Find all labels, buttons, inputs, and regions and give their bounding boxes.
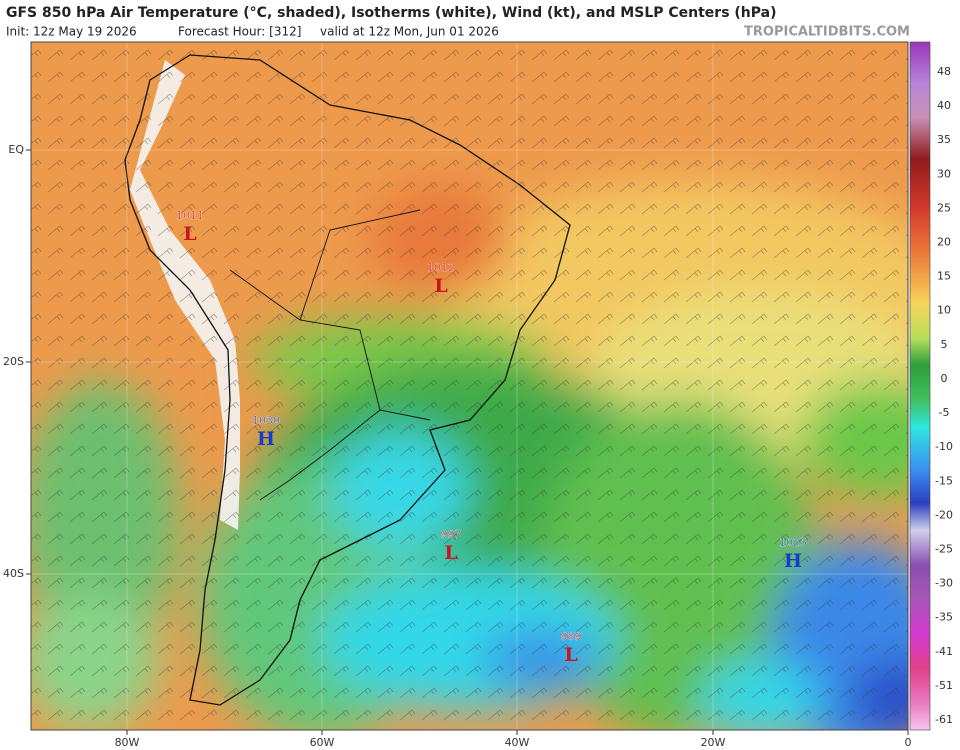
colorbar-label: 10 [937, 304, 951, 317]
pressure-symbol: L [564, 644, 577, 666]
colorbar [909, 41, 931, 731]
watermark: TROPICALTIDBITS.COM [744, 25, 910, 40]
colorbar-label: -51 [935, 679, 953, 692]
colorbar-label: -15 [935, 474, 953, 487]
colorbar-label: 15 [937, 270, 951, 283]
colorbar-label: 25 [937, 201, 951, 214]
init: Init: 12z May 19 2026 [6, 25, 137, 39]
longitude-label: 20W [701, 736, 726, 749]
valid-time: valid at 12z Mon, Jun 01 2026 [320, 25, 499, 39]
longitude-label: 60W [310, 736, 335, 749]
colorbar-label: -20 [935, 508, 953, 521]
colorbar-label: 20 [937, 236, 951, 249]
coastline [124, 54, 571, 706]
latitude-label: 40S [3, 567, 24, 580]
pressure-value: 1011 [176, 209, 204, 222]
colorbar-label: 40 [937, 99, 951, 112]
longitude-label: 0 [905, 736, 912, 749]
colorbar-label: 0 [941, 372, 948, 385]
latitude-label: 20S [3, 355, 24, 368]
colorbar-label: -25 [935, 542, 953, 555]
pressure-value: 1030 [252, 414, 280, 427]
colorbar-label: 5 [941, 338, 948, 351]
colorbar-label: -5 [939, 406, 950, 419]
latitude-label: EQ [8, 143, 24, 156]
pressure-symbol: L [434, 275, 447, 297]
longitude-label: 80W [115, 736, 140, 749]
pressure-symbol: L [183, 223, 196, 245]
colorbar-label: -61 [935, 713, 953, 726]
colorbar-label: -30 [935, 577, 953, 590]
pressure-symbol: H [784, 550, 802, 572]
pressure-symbol: H [257, 428, 275, 450]
title: GFS 850 hPa Air Temperature (°C, shaded)… [6, 5, 777, 21]
colorbar-label: 35 [937, 133, 951, 146]
colorbar-label: 48 [937, 65, 951, 78]
pressure-value: 1025 [779, 536, 807, 549]
forecast-hour: Forecast Hour: [312] [178, 25, 301, 39]
pressure-symbol: L [444, 542, 457, 564]
graticule [31, 42, 908, 730]
pressure-value: 1012 [427, 261, 455, 274]
colorbar-label: -10 [935, 440, 953, 453]
pressure-value: 989 [561, 630, 582, 643]
colorbar-label: -41 [935, 645, 953, 658]
colorbar-label: 30 [937, 167, 951, 180]
pressure-value: 997 [441, 528, 462, 541]
colorbar-label: -35 [935, 611, 953, 624]
wind-barbs [31, 42, 908, 730]
map-area [31, 42, 908, 730]
borders [229, 209, 431, 501]
longitude-label: 40W [505, 736, 530, 749]
map-frame [30, 41, 909, 731]
